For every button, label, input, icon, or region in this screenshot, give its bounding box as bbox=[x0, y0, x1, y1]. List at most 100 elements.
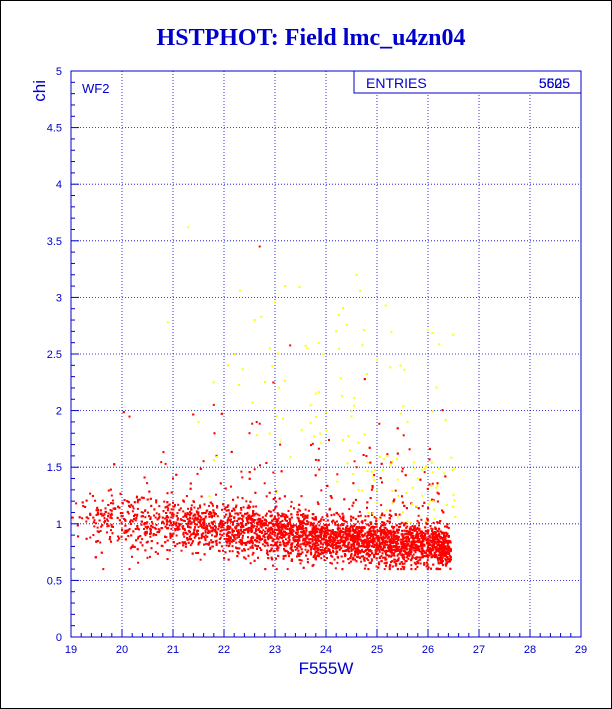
main-series-point bbox=[286, 525, 289, 528]
main-series-point bbox=[440, 541, 443, 543]
main-series-point bbox=[235, 527, 238, 530]
main-series-point bbox=[445, 534, 448, 537]
main-series-point bbox=[100, 525, 103, 528]
main-series-point bbox=[433, 531, 436, 534]
main-series-point bbox=[306, 561, 309, 564]
main-series-point bbox=[330, 514, 333, 517]
main-series-point bbox=[301, 515, 304, 518]
main-series-point bbox=[135, 539, 138, 542]
main-series-point bbox=[336, 512, 338, 515]
main-series-point bbox=[200, 533, 203, 536]
main-series-point bbox=[290, 516, 293, 519]
main-series-point bbox=[272, 518, 275, 521]
main-series-point bbox=[403, 550, 406, 553]
main-series-point bbox=[205, 542, 208, 545]
main-series-point bbox=[253, 513, 256, 516]
main-series-point bbox=[242, 506, 245, 509]
main-series-point bbox=[290, 545, 293, 548]
main-series-point bbox=[283, 535, 286, 538]
main-series-point bbox=[371, 486, 374, 489]
main-series-point bbox=[402, 558, 405, 561]
main-series-point bbox=[376, 528, 379, 531]
main-series-point bbox=[286, 541, 289, 544]
main-series-point bbox=[141, 538, 144, 541]
main-series-point bbox=[427, 507, 430, 509]
main-series-point bbox=[194, 517, 197, 520]
main-series-point bbox=[345, 537, 348, 540]
main-series-point bbox=[426, 559, 429, 562]
main-series-point bbox=[396, 528, 399, 531]
main-series-point bbox=[300, 514, 303, 516]
main-series-point bbox=[418, 527, 421, 530]
main-series-point bbox=[252, 511, 255, 514]
main-series-point bbox=[204, 539, 207, 542]
main-series-point bbox=[284, 524, 287, 527]
main-series-point bbox=[269, 535, 272, 538]
main-series-point bbox=[106, 522, 109, 525]
main-series-point bbox=[436, 482, 439, 485]
main-series-point bbox=[169, 536, 172, 539]
main-series-point bbox=[143, 528, 145, 530]
main-series-point bbox=[197, 507, 199, 510]
main-series-point bbox=[315, 547, 318, 550]
main-series-point bbox=[251, 540, 254, 543]
main-series-point bbox=[311, 543, 314, 546]
main-series-point bbox=[110, 523, 113, 526]
main-series-point bbox=[367, 568, 370, 571]
main-series-point bbox=[239, 512, 242, 515]
main-series-point bbox=[371, 485, 374, 487]
main-series-point bbox=[390, 550, 393, 553]
main-series-point bbox=[375, 534, 378, 537]
main-series-point bbox=[383, 544, 385, 547]
main-series-point bbox=[93, 525, 96, 528]
main-series-point bbox=[236, 520, 239, 522]
main-series-point bbox=[284, 519, 287, 522]
main-series-point bbox=[408, 551, 411, 554]
main-series-point bbox=[170, 527, 173, 530]
main-series-point bbox=[192, 531, 195, 534]
main-series-point bbox=[301, 551, 304, 554]
main-series-point bbox=[251, 535, 254, 538]
main-series-point bbox=[199, 521, 201, 524]
main-series-point bbox=[403, 522, 406, 525]
main-series-point bbox=[169, 511, 172, 514]
main-series-point bbox=[118, 519, 121, 522]
main-series-point bbox=[413, 561, 416, 564]
main-series-point bbox=[395, 524, 398, 527]
main-series-point bbox=[187, 529, 190, 532]
main-series-point bbox=[145, 532, 148, 535]
main-series-point bbox=[174, 527, 177, 530]
main-series-point bbox=[316, 554, 319, 557]
main-series-point bbox=[386, 546, 389, 549]
main-series-point bbox=[262, 529, 265, 532]
main-series-point bbox=[285, 544, 288, 547]
main-series-point bbox=[189, 526, 192, 529]
main-series-point bbox=[130, 519, 132, 522]
main-series-point bbox=[156, 518, 159, 521]
main-series-point bbox=[317, 520, 320, 523]
main-series-point bbox=[299, 525, 302, 528]
main-series-point bbox=[272, 509, 275, 512]
main-series-point bbox=[350, 555, 353, 558]
main-series-point bbox=[442, 550, 444, 553]
main-series-point bbox=[223, 557, 226, 560]
main-series-point bbox=[179, 518, 182, 521]
main-series-point bbox=[85, 537, 88, 540]
main-series-point bbox=[267, 538, 270, 541]
main-series-point bbox=[408, 545, 411, 548]
main-series-point bbox=[172, 541, 175, 544]
main-series-point bbox=[327, 548, 330, 550]
main-series-point bbox=[407, 536, 409, 538]
main-series-point bbox=[356, 528, 359, 531]
main-series-point bbox=[280, 536, 283, 539]
main-series-point bbox=[228, 542, 231, 545]
main-series-point bbox=[363, 556, 366, 559]
main-series-point bbox=[255, 521, 258, 524]
main-series-point bbox=[207, 532, 209, 534]
main-series-point bbox=[261, 531, 264, 534]
main-series-point bbox=[318, 524, 321, 527]
main-series-point bbox=[275, 528, 278, 531]
main-series-point bbox=[220, 545, 223, 548]
main-series-point bbox=[405, 507, 408, 510]
main-series-point bbox=[314, 551, 317, 554]
